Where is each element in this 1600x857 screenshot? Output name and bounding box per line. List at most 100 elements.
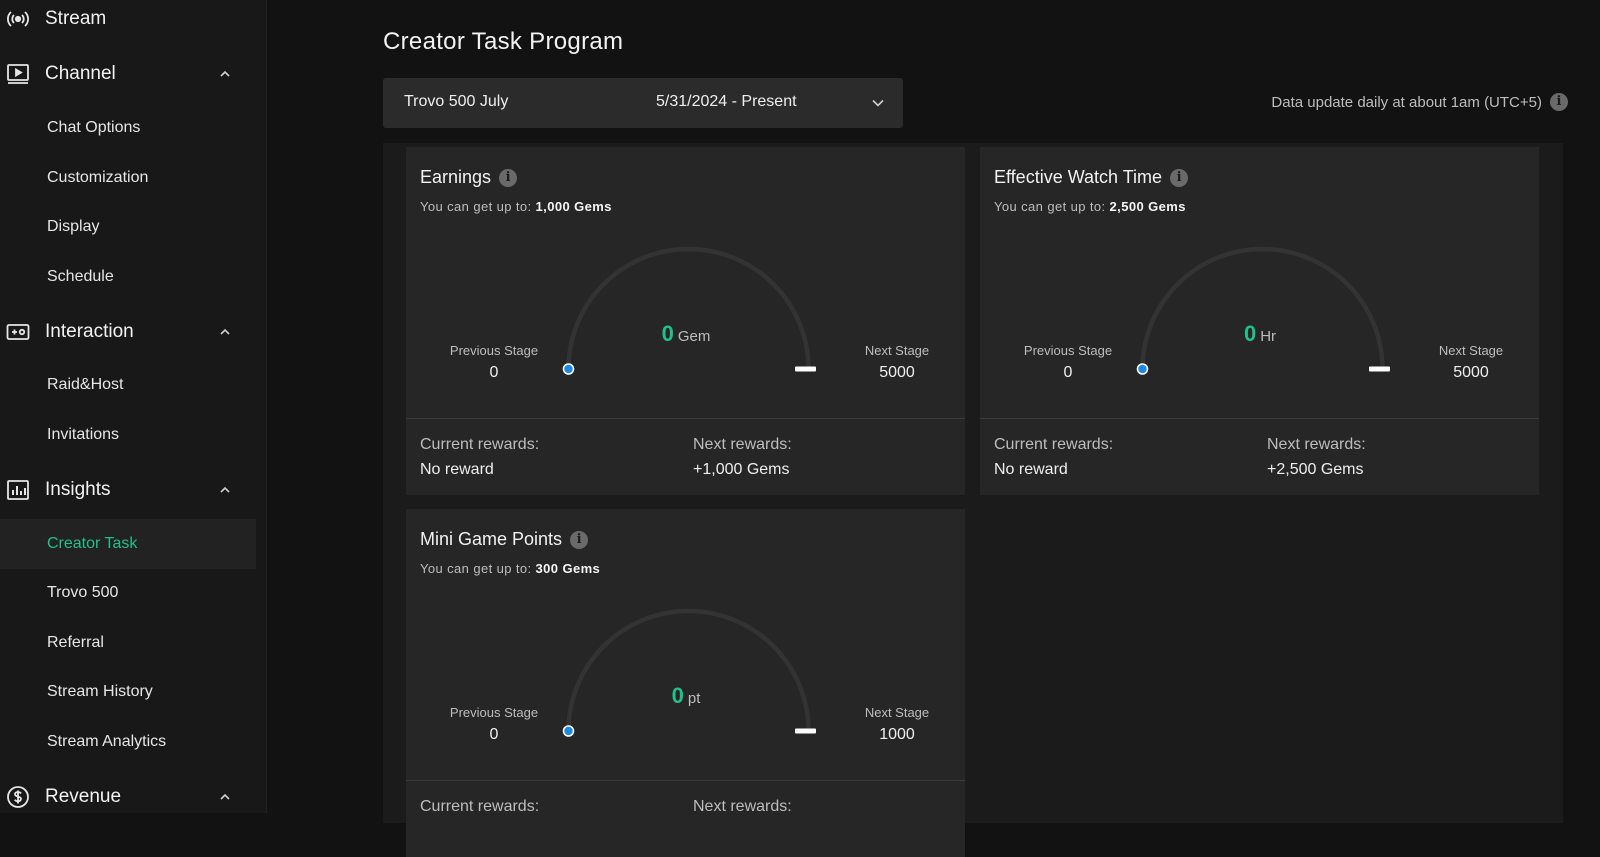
gauge	[1136, 246, 1390, 375]
nav-group-label: Revenue	[45, 786, 122, 807]
reward-value: No reward	[420, 461, 494, 478]
chevron-up-icon[interactable]	[218, 483, 232, 497]
reward-label: Next rewards:	[693, 436, 792, 453]
card-title-text: Mini Game Points	[420, 529, 563, 549]
current-rewards: Current rewards:	[420, 798, 539, 823]
nav-group-insights[interactable]: Insights	[0, 465, 267, 515]
next-stage: Next Stage 1000	[842, 705, 952, 744]
reward-label: Current rewards:	[420, 436, 540, 453]
gauge-number: 0	[1243, 321, 1257, 346]
stage-value: 5000	[879, 364, 915, 381]
gauge-number: 0	[671, 683, 684, 708]
nav-group-label: Stream	[45, 8, 107, 29]
sidebar-item-stream-analytics[interactable]: Stream Analytics	[47, 733, 167, 750]
chevron-down-icon	[872, 99, 884, 107]
bar-chart-icon	[7, 480, 29, 500]
current-rewards: Current rewards: No reward	[420, 436, 539, 479]
gauge-value: 0 Hr	[1160, 321, 1360, 347]
stage-value: 1000	[879, 726, 915, 743]
reward-label: Current rewards:	[994, 436, 1114, 453]
stage-label: Next Stage	[864, 343, 930, 358]
gauge	[562, 608, 816, 737]
nav-group-stream[interactable]: Stream	[0, 0, 267, 44]
gauge-track	[566, 246, 811, 370]
update-note: Data update daily at about 1am (UTC+5) i	[1271, 93, 1568, 111]
card-title-text: Effective Watch Time	[994, 167, 1163, 187]
up-to-amount: 2,500 Gems	[1109, 199, 1186, 214]
up-to-amount: 1,000 Gems	[535, 199, 612, 214]
sidebar-item-stream-history[interactable]: Stream History	[47, 683, 153, 700]
stage-label: Next Stage	[1438, 343, 1504, 358]
current-rewards: Current rewards: No reward	[994, 436, 1113, 479]
card-up-to: You can get up to: 300 Gems	[420, 561, 600, 576]
reward-label: Next rewards:	[1267, 436, 1366, 453]
stage-label: Next Stage	[864, 705, 930, 720]
sidebar-item-schedule[interactable]: Schedule	[47, 268, 114, 285]
gauge-unit: Hr	[1260, 328, 1277, 345]
gauge-value: 0 pt	[586, 683, 786, 709]
sidebar-item-creator-task[interactable]: Creator Task	[0, 519, 256, 569]
gauge-unit: pt	[687, 690, 701, 707]
chevron-up-icon[interactable]	[218, 325, 232, 339]
nav-group-label: Channel	[45, 63, 116, 84]
divider	[406, 780, 965, 781]
dollar-circle-icon	[7, 786, 29, 808]
period-select[interactable]: Trovo 500 July 5/31/2024 - Present	[383, 78, 903, 128]
gauge-unit: Gem	[677, 328, 711, 345]
next-stage: Next Stage 5000	[1416, 343, 1526, 382]
info-icon[interactable]: i	[1170, 168, 1189, 187]
reward-label: Next rewards:	[693, 798, 792, 815]
nav-group-revenue[interactable]: Revenue	[0, 772, 267, 822]
next-rewards: Next rewards: +2,500 Gems	[1267, 436, 1366, 479]
reward-value: No reward	[994, 461, 1068, 478]
chevron-up-icon[interactable]	[218, 67, 232, 81]
task-card-mini-game-points: Mini Game Points i You can get up to: 30…	[406, 509, 965, 857]
card-up-to: You can get up to: 1,000 Gems	[420, 199, 612, 214]
gauge-progress-dot	[1136, 363, 1149, 375]
gauge-end-marker	[795, 366, 816, 372]
sidebar-item-raid-host[interactable]: Raid&Host	[47, 376, 124, 393]
sidebar-item-invitations[interactable]: Invitations	[47, 426, 120, 443]
gauge-track	[1140, 246, 1385, 370]
sidebar-item-display[interactable]: Display	[47, 218, 100, 235]
period-range: 5/31/2024 - Present	[656, 93, 797, 110]
update-note-text: Data update daily at about 1am (UTC+5)	[1271, 93, 1542, 111]
reward-value: +2,500 Gems	[1267, 461, 1364, 478]
reward-label: Current rewards:	[420, 798, 540, 815]
divider	[406, 418, 965, 419]
next-rewards: Next rewards: +1,000 Gems	[693, 436, 792, 479]
sidebar-item-referral[interactable]: Referral	[47, 634, 104, 651]
period-name: Trovo 500 July	[404, 93, 509, 110]
next-rewards: Next rewards:	[693, 798, 792, 823]
page-title: Creator Task Program	[383, 28, 624, 55]
nav-group-interaction[interactable]: Interaction	[0, 307, 267, 357]
stage-label: Previous Stage	[449, 343, 539, 358]
gauge-number: 0	[661, 321, 674, 346]
nav-group-channel[interactable]: Channel	[0, 49, 267, 99]
gauge-value: 0 Gem	[586, 321, 786, 347]
chevron-up-icon[interactable]	[218, 790, 232, 804]
next-stage: Next Stage 5000	[842, 343, 952, 382]
sidebar-item-trovo-500[interactable]: Trovo 500	[47, 584, 119, 601]
card-title: Mini Game Points i	[420, 529, 589, 550]
stage-label: Previous Stage	[449, 705, 539, 720]
card-up-to: You can get up to: 2,500 Gems	[994, 199, 1186, 214]
up-to-amount: 300 Gems	[535, 561, 601, 576]
previous-stage: Previous Stage 0	[434, 705, 554, 744]
info-icon[interactable]: i	[499, 168, 518, 187]
up-to-prefix: You can get up to:	[420, 199, 536, 214]
card-title: Earnings i	[420, 167, 518, 188]
gauge-progress-dot	[562, 363, 575, 375]
sidebar: Stream Channel Chat Options Customizatio…	[0, 0, 267, 813]
previous-stage: Previous Stage 0	[1008, 343, 1128, 382]
broadcast-icon	[7, 11, 29, 27]
sidebar-item-customization[interactable]: Customization	[47, 169, 149, 186]
tasks-panel: Earnings i You can get up to: 1,000 Gems…	[383, 143, 1563, 857]
stage-value: 5000	[1453, 364, 1489, 381]
stage-value: 0	[489, 726, 499, 743]
sidebar-item-chat-options[interactable]: Chat Options	[47, 119, 141, 136]
task-card-watch-time: Effective Watch Time i You can get up to…	[980, 147, 1539, 495]
info-icon[interactable]: i	[1550, 93, 1568, 111]
gamepad-icon	[6, 324, 30, 340]
info-icon[interactable]: i	[570, 530, 589, 549]
